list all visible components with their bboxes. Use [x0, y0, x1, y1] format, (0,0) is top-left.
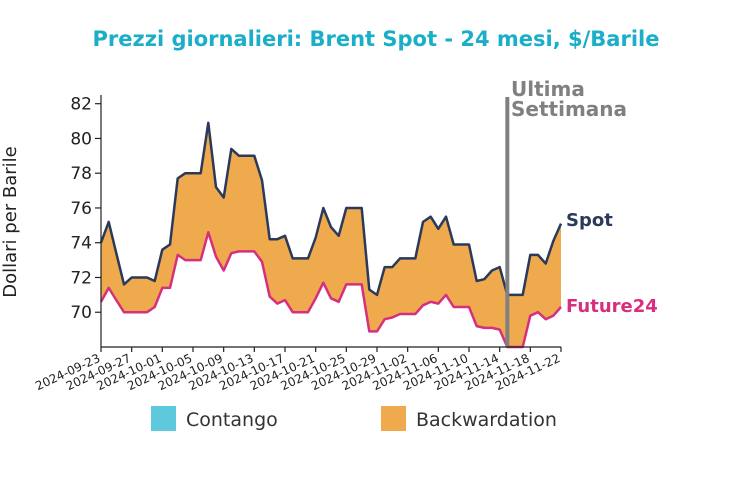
y-tick-label: 76	[70, 199, 92, 219]
y-tick-label: 82	[70, 95, 92, 115]
legend-label-contango: Contango	[186, 409, 278, 431]
backwardation-area-layer	[101, 122, 561, 347]
legend-swatch-contango	[151, 406, 176, 431]
series-label-spot: Spot	[566, 210, 613, 231]
y-tick-label: 70	[70, 303, 92, 323]
annotation-label-line2: Settimana	[511, 97, 627, 121]
backwardation-area	[101, 122, 561, 347]
annotation-label-line1: Ultima	[511, 77, 585, 101]
legend-label-backwardation: Backwardation	[416, 409, 557, 431]
chart-title: Prezzi giornalieri: Brent Spot - 24 mesi…	[93, 27, 660, 51]
legend-swatch-backwardation	[381, 406, 406, 431]
series-line-spot	[99, 121, 563, 297]
y-tick-label: 74	[70, 234, 92, 254]
y-tick-label: 80	[70, 129, 92, 149]
y-tick-label: 78	[70, 164, 92, 184]
y-axis-label: Dollari per Barile	[0, 146, 21, 298]
legend: Contango Backwardation	[151, 406, 557, 431]
series-line-layer	[99, 121, 563, 349]
series-line-future24	[99, 231, 562, 349]
series-label-future24: Future24	[566, 296, 658, 317]
y-tick-label: 72	[70, 268, 92, 288]
